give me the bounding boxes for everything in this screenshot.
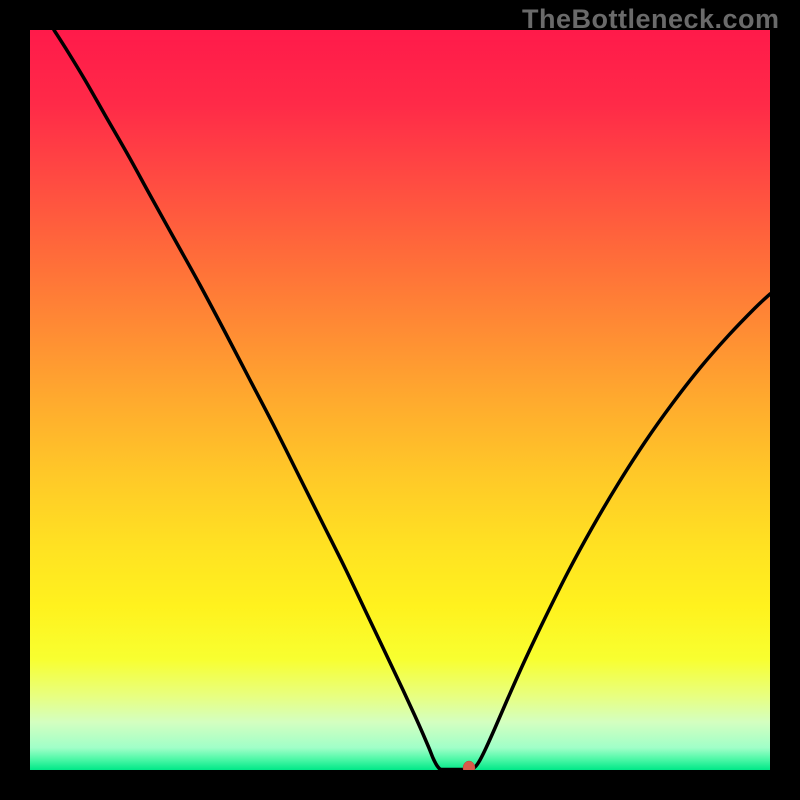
bottleneck-chart [0,0,800,800]
watermark-text: TheBottleneck.com [522,4,780,35]
gradient-background [30,30,770,770]
